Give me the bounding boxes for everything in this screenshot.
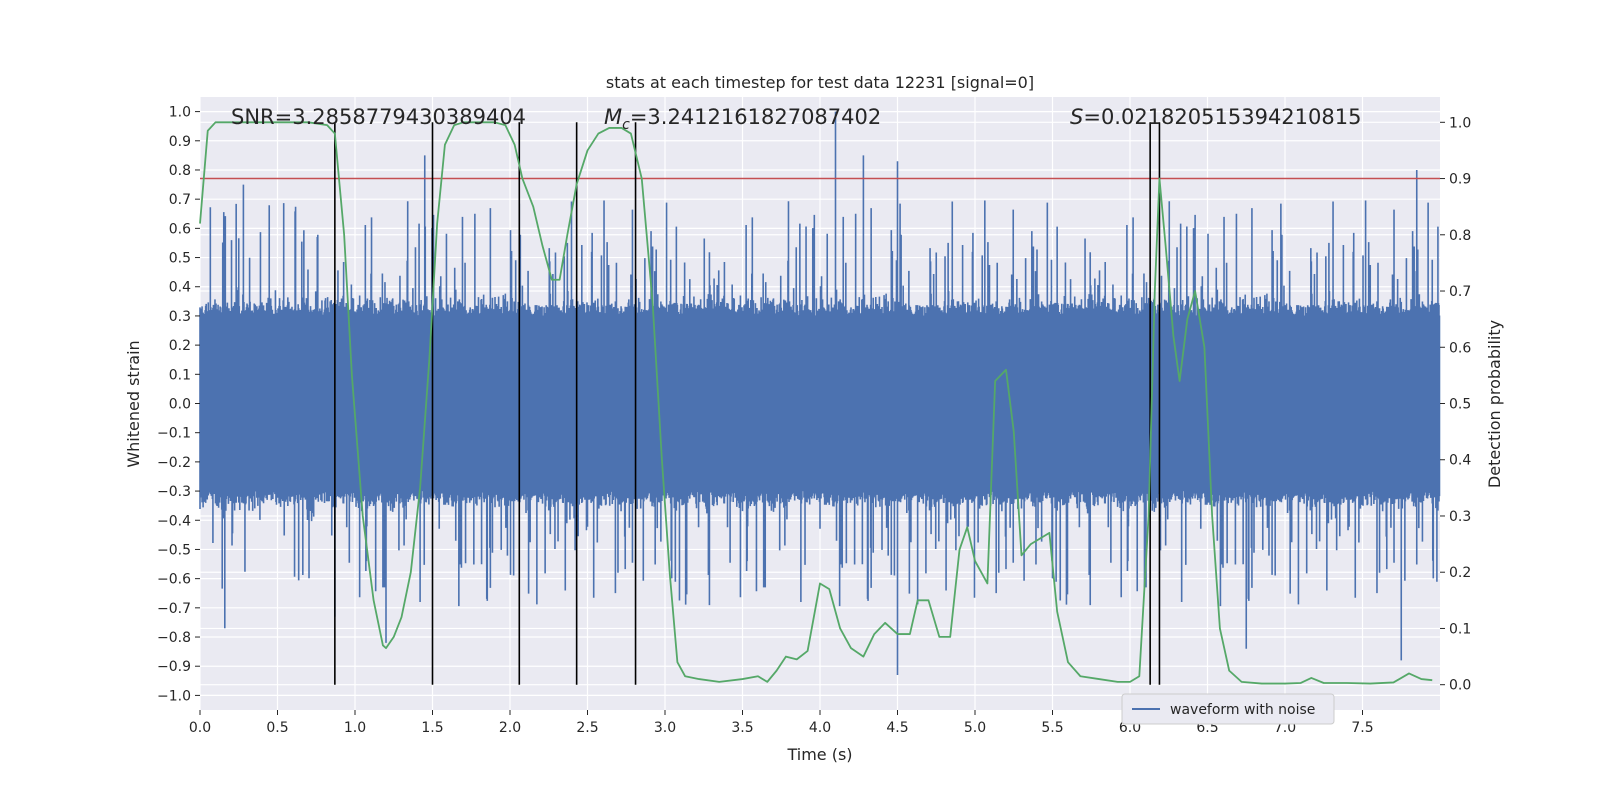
y-left-tick-label: 0.2 bbox=[169, 338, 191, 354]
y-right-tick-label: 0.2 bbox=[1449, 565, 1471, 581]
y-left-tick-label: 0.9 bbox=[169, 134, 191, 150]
y-left-tick-label: 0.5 bbox=[169, 251, 191, 267]
y-left-tick-label: −0.4 bbox=[157, 513, 191, 529]
x-tick-label: 1.5 bbox=[421, 720, 443, 736]
y-left-axis-ticks: −1.0 −0.9 −0.8 −0.7 −0.6 −0.5 −0.4 −0.3 −0.2 −0.1… bbox=[157, 105, 200, 704]
y-right-axis-title: Detection probability bbox=[1485, 320, 1504, 488]
y-left-tick-label: 0.1 bbox=[169, 367, 191, 383]
legend-entry-label: waveform with noise bbox=[1170, 702, 1315, 718]
x-tick-label: 4.0 bbox=[809, 720, 831, 736]
x-tick-label: 4.5 bbox=[886, 720, 908, 736]
y-right-tick-label: 0.0 bbox=[1449, 678, 1471, 694]
y-left-tick-label: 0.3 bbox=[169, 309, 191, 325]
snr-annotation: SNR=3.2858779430389404 bbox=[231, 105, 526, 129]
s-annotation: S=0.021820515394210815 bbox=[1070, 105, 1361, 129]
x-tick-label: 2.0 bbox=[499, 720, 521, 736]
y-left-tick-label: −1.0 bbox=[157, 688, 191, 704]
y-left-tick-label: 0.8 bbox=[169, 163, 191, 179]
x-tick-label: 3.5 bbox=[731, 720, 753, 736]
y-left-tick-label: 1.0 bbox=[169, 105, 191, 121]
y-right-tick-label: 0.3 bbox=[1449, 509, 1471, 525]
legend-box bbox=[1121, 693, 1335, 725]
x-tick-label: 5.0 bbox=[964, 720, 986, 736]
mc-value: =3.2412161827087402 bbox=[630, 105, 881, 129]
y-right-tick-label: 0.4 bbox=[1449, 453, 1471, 469]
x-tick-label: 0.5 bbox=[266, 720, 288, 736]
y-left-tick-label: −0.1 bbox=[157, 426, 191, 442]
y-left-tick-label: −0.9 bbox=[157, 659, 191, 675]
y-left-axis-title: Whitened strain bbox=[124, 340, 143, 467]
x-tick-label: 2.5 bbox=[576, 720, 598, 736]
y-left-tick-label: 0.7 bbox=[169, 192, 191, 208]
s-value: =0.021820515394210815 bbox=[1083, 105, 1361, 129]
y-left-tick-label: −0.5 bbox=[157, 542, 191, 558]
x-tick-label: 3.0 bbox=[654, 720, 676, 736]
y-right-tick-label: 1.0 bbox=[1449, 115, 1471, 131]
x-tick-label: 5.5 bbox=[1041, 720, 1063, 736]
y-right-tick-label: 0.8 bbox=[1449, 228, 1471, 244]
y-right-tick-label: 0.9 bbox=[1449, 172, 1471, 188]
detection-probability-series bbox=[199, 121, 1433, 685]
detection-probability-line bbox=[199, 121, 1433, 685]
chart-title: stats at each timestep for test data 122… bbox=[606, 73, 1034, 92]
y-left-tick-label: −0.8 bbox=[157, 630, 191, 646]
waveform-series bbox=[199, 111, 1441, 675]
x-tick-label: 0.0 bbox=[189, 720, 211, 736]
y-left-tick-label: 0.4 bbox=[169, 280, 191, 296]
mc-subscript: c bbox=[622, 117, 630, 133]
y-left-tick-label: 0.6 bbox=[169, 221, 191, 237]
y-left-tick-label: −0.6 bbox=[157, 572, 191, 588]
y-left-tick-label: −0.3 bbox=[157, 484, 191, 500]
mc-annotation: Mc=3.2412161827087402 bbox=[604, 105, 881, 133]
y-right-tick-label: 0.5 bbox=[1449, 397, 1471, 413]
mc-symbol: M bbox=[604, 105, 622, 129]
x-axis-title: Time (s) bbox=[786, 745, 852, 764]
x-tick-label: 1.0 bbox=[344, 720, 366, 736]
y-right-tick-label: 0.6 bbox=[1449, 340, 1471, 356]
vertical-markers bbox=[334, 122, 1161, 685]
legend: waveform with noise bbox=[1121, 693, 1335, 725]
y-right-axis-ticks: 0.0 0.1 0.2 0.3 0.4 0.5 0.6 0.7 0.8 0.9 1.0 bbox=[1440, 115, 1471, 694]
s-symbol: S bbox=[1070, 105, 1083, 129]
y-right-tick-label: 0.7 bbox=[1449, 284, 1471, 300]
x-tick-label: 7.5 bbox=[1351, 720, 1373, 736]
y-right-tick-label: 0.1 bbox=[1449, 621, 1471, 637]
y-left-tick-label: −0.2 bbox=[157, 455, 191, 471]
y-left-tick-label: −0.7 bbox=[157, 601, 191, 617]
waveform-path bbox=[199, 111, 1441, 675]
x-axis-ticks: 0.0 0.5 1.0 1.5 2.0 2.5 3.0 3.5 4.0 4.5 5.0 5.5 6.0 6… bbox=[189, 710, 1374, 736]
y-left-tick-label: 0.0 bbox=[169, 397, 191, 413]
